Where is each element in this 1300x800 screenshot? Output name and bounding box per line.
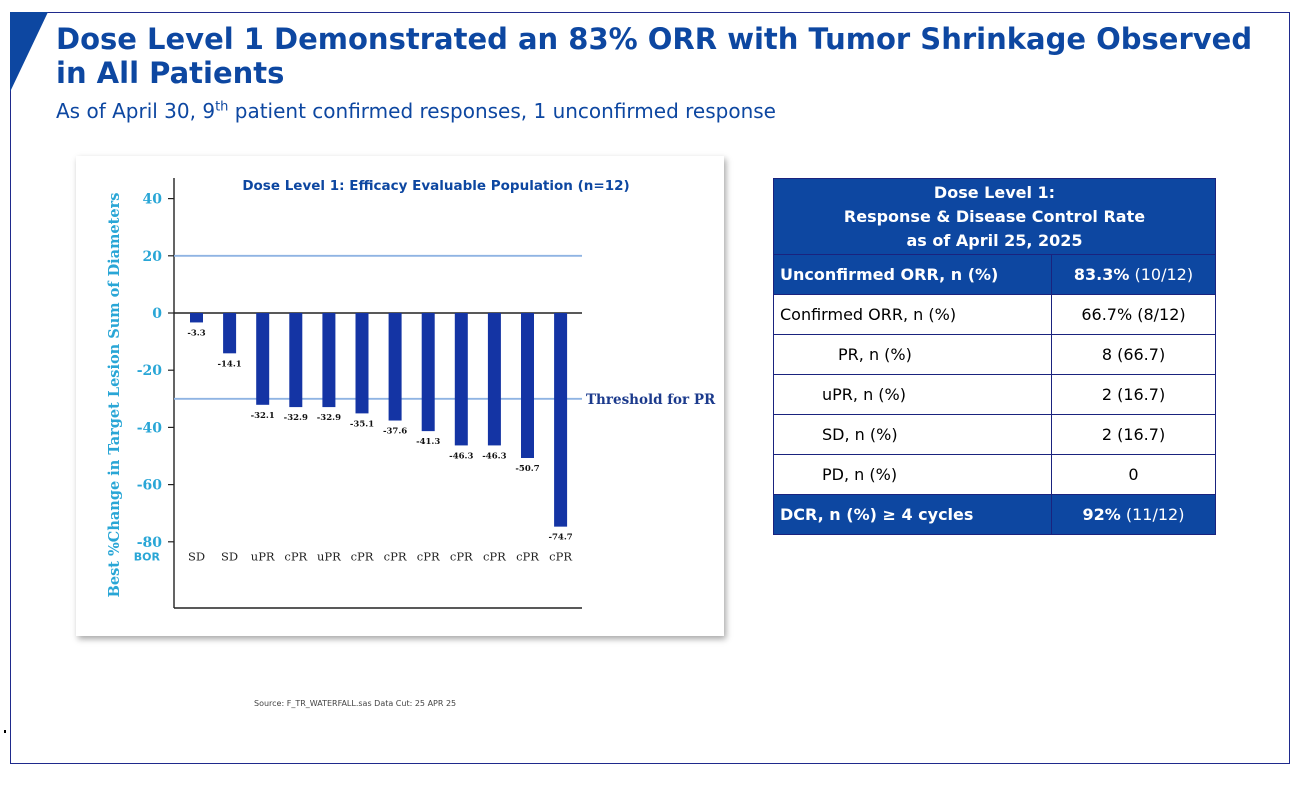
table-header-line-1: Dose Level 1: [933, 182, 1056, 202]
bar [355, 313, 369, 414]
threshold-label: Threshold for PR [586, 392, 716, 408]
chart-title: Dose Level 1: Efficacy Evaluable Populat… [242, 178, 629, 194]
slide-title: Dose Level 1 Demonstrated an 83% ORR wit… [56, 22, 1253, 90]
source-note: Source: F_TR_WATERFALL.sas Data Cut: 25 … [254, 699, 457, 708]
row-value: 2 (16.7) [1051, 414, 1216, 455]
bar-data-label: -3.3 [187, 328, 205, 338]
row-label: PR, n (%) [773, 334, 1052, 375]
waterfall-chart: 40 20 0 -20 -40 -60 -80 Best %Change in Target … [106, 178, 716, 609]
bor-category-label: cPR [450, 549, 473, 563]
bar-data-label: -32.9 [284, 413, 308, 423]
row-value: 92% (11/12) [1051, 494, 1216, 535]
table-header-line-3: as of April 25, 2025 [906, 230, 1083, 250]
subtitle-post: patient confirmed responses, 1 unconfirm… [228, 99, 776, 123]
bar-data-label: -32.9 [317, 413, 341, 423]
slide-frame [10, 12, 1290, 764]
bor-category-label: uPR [317, 549, 341, 563]
bor-category-label: cPR [417, 549, 440, 563]
row-value-rest: (11/12) [1120, 505, 1185, 524]
y-tick-label: -20 [137, 363, 163, 379]
table-row-upr: uPR, n (%) 2 (16.7) [773, 374, 1216, 415]
bor-category-label: cPR [284, 549, 307, 563]
bar [223, 313, 237, 354]
subtitle-sup: th [215, 99, 229, 115]
corner-accent [10, 12, 48, 92]
y-tick-label: 0 [152, 306, 162, 322]
table-row-sd: SD, n (%) 2 (16.7) [773, 414, 1216, 455]
row-label: uPR, n (%) [773, 374, 1052, 415]
waterfall-chart-card: 40 20 0 -20 -40 -60 -80 Best %Change in Target … [76, 156, 724, 636]
bor-label: BOR [134, 550, 161, 563]
bor-category-label: uPR [251, 549, 275, 563]
table-row-confirmed-orr: Confirmed ORR, n (%) 66.7% (8/12) [773, 294, 1216, 335]
row-value-rest: (10/12) [1129, 265, 1194, 284]
table-row-dcr: DCR, n (%) ≥ 4 cycles 92% (11/12) [773, 494, 1216, 535]
table-header-line-2: Response & Disease Control Rate [843, 206, 1146, 226]
y-axis-label: Best %Change in Target Lesion Sum of Dia… [106, 193, 123, 598]
bar [190, 313, 203, 323]
response-table: Dose Level 1: Response & Disease Control… [773, 178, 1216, 535]
bar-data-label: -46.3 [482, 451, 506, 461]
row-value: 2 (16.7) [1051, 374, 1216, 415]
subtitle-pre: As of April 30, 9 [56, 99, 216, 123]
bor-category-label: cPR [483, 549, 506, 563]
row-label: DCR, n (%) ≥ 4 cycles [773, 494, 1052, 535]
bor-category-label: cPR [549, 549, 572, 563]
row-value: 66.7% (8/12) [1051, 294, 1216, 335]
slide-subtitle: As of April 30, 9th patient confirmed re… [56, 99, 776, 123]
bor-category-label: SD [188, 549, 205, 563]
bar-data-label: -37.6 [383, 427, 407, 437]
bar [421, 313, 435, 432]
bar-data-label: -41.3 [416, 437, 440, 447]
edge-mark [4, 730, 6, 733]
table-header: Dose Level 1: Response & Disease Control… [773, 178, 1216, 255]
bar [256, 313, 270, 405]
y-tick-label: 20 [143, 249, 163, 265]
bar [487, 313, 501, 446]
bar-data-label: -50.7 [515, 464, 539, 474]
bar-data-label: -32.1 [251, 411, 275, 421]
row-label: Unconfirmed ORR, n (%) [773, 254, 1052, 295]
y-tick-label: 40 [143, 192, 163, 208]
row-value: 0 [1051, 454, 1216, 495]
bar-data-label: -46.3 [449, 451, 473, 461]
table-row-pr: PR, n (%) 8 (66.7) [773, 334, 1216, 375]
table-header-row: Dose Level 1: Response & Disease Control… [773, 178, 1216, 255]
row-label: PD, n (%) [773, 454, 1052, 495]
y-tick-label: -60 [137, 478, 163, 494]
bar [454, 313, 468, 446]
row-value-bold: 92% [1082, 505, 1121, 524]
bar-data-label: -74.7 [548, 533, 572, 543]
row-value-bold: 83.3% [1073, 265, 1130, 284]
bar-data-label: -14.1 [217, 359, 241, 369]
row-value: 8 (66.7) [1051, 334, 1216, 375]
bar [554, 313, 568, 527]
bar [322, 313, 336, 408]
bar [388, 313, 402, 421]
table-row-unconfirmed-orr: Unconfirmed ORR, n (%) 83.3% (10/12) [773, 254, 1216, 295]
row-value: 83.3% (10/12) [1051, 254, 1216, 295]
bor-category-label: cPR [516, 549, 539, 563]
y-tick-label: -80 [137, 535, 163, 551]
bar [289, 313, 303, 408]
bor-category-label: SD [221, 549, 238, 563]
y-tick-label: -40 [137, 420, 163, 436]
row-label: SD, n (%) [773, 414, 1052, 455]
bor-category-label: cPR [384, 549, 407, 563]
bar-data-label: -35.1 [350, 419, 374, 429]
bar [521, 313, 534, 459]
bor-category-label: cPR [351, 549, 374, 563]
table-row-pd: PD, n (%) 0 [773, 454, 1216, 495]
row-label: Confirmed ORR, n (%) [773, 294, 1052, 335]
